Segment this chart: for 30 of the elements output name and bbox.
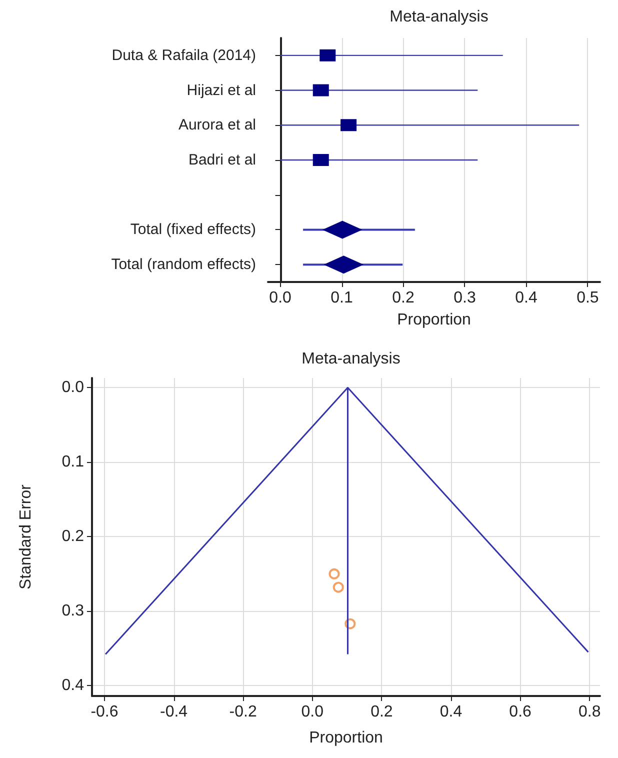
y-tick-label: 0.0 (62, 379, 84, 396)
y-tick-label: 0.2 (62, 528, 84, 546)
x-axis-title: Proportion (309, 730, 383, 746)
x-tick-label: -0.2 (229, 704, 257, 720)
y-tick-label: 0.3 (62, 602, 84, 620)
y-tick-label: Total (fixed effects) (130, 221, 256, 238)
chart-title: Meta-analysis (390, 8, 488, 26)
x-tick-label: -0.4 (160, 704, 188, 720)
x-tick-label: 0.3 (454, 290, 476, 306)
y-axis-title: Standard Error (18, 484, 34, 590)
y-tick-label: Duta & Rafaila (2014) (112, 46, 256, 64)
chart-title: Meta-analysis (302, 350, 400, 368)
y-tick-label: Badri et al (188, 152, 256, 168)
x-tick-label: -0.6 (90, 704, 118, 720)
x-tick-label: 0.4 (515, 290, 538, 306)
x-tick-label: 0.6 (509, 704, 532, 720)
x-tick-label: 0.0 (301, 704, 324, 720)
y-tick-label: 0.4 (62, 677, 84, 694)
x-tick-label: 0.1 (330, 290, 353, 306)
x-tick-label: 0.5 (576, 290, 599, 306)
x-tick-label: 0.2 (370, 704, 393, 720)
x-tick-label: 0.8 (578, 704, 601, 720)
x-axis-title: Proportion (397, 312, 471, 328)
x-tick-label: 0.2 (392, 290, 414, 306)
x-tick-label: 0.0 (269, 290, 292, 306)
y-tick-label: Total (random effects) (111, 256, 256, 274)
y-tick-label: 0.1 (62, 454, 84, 471)
y-tick-label: Hijazi et al (186, 82, 256, 99)
x-tick-label: 0.4 (440, 704, 462, 720)
y-tick-label: Aurora et al (178, 116, 256, 134)
